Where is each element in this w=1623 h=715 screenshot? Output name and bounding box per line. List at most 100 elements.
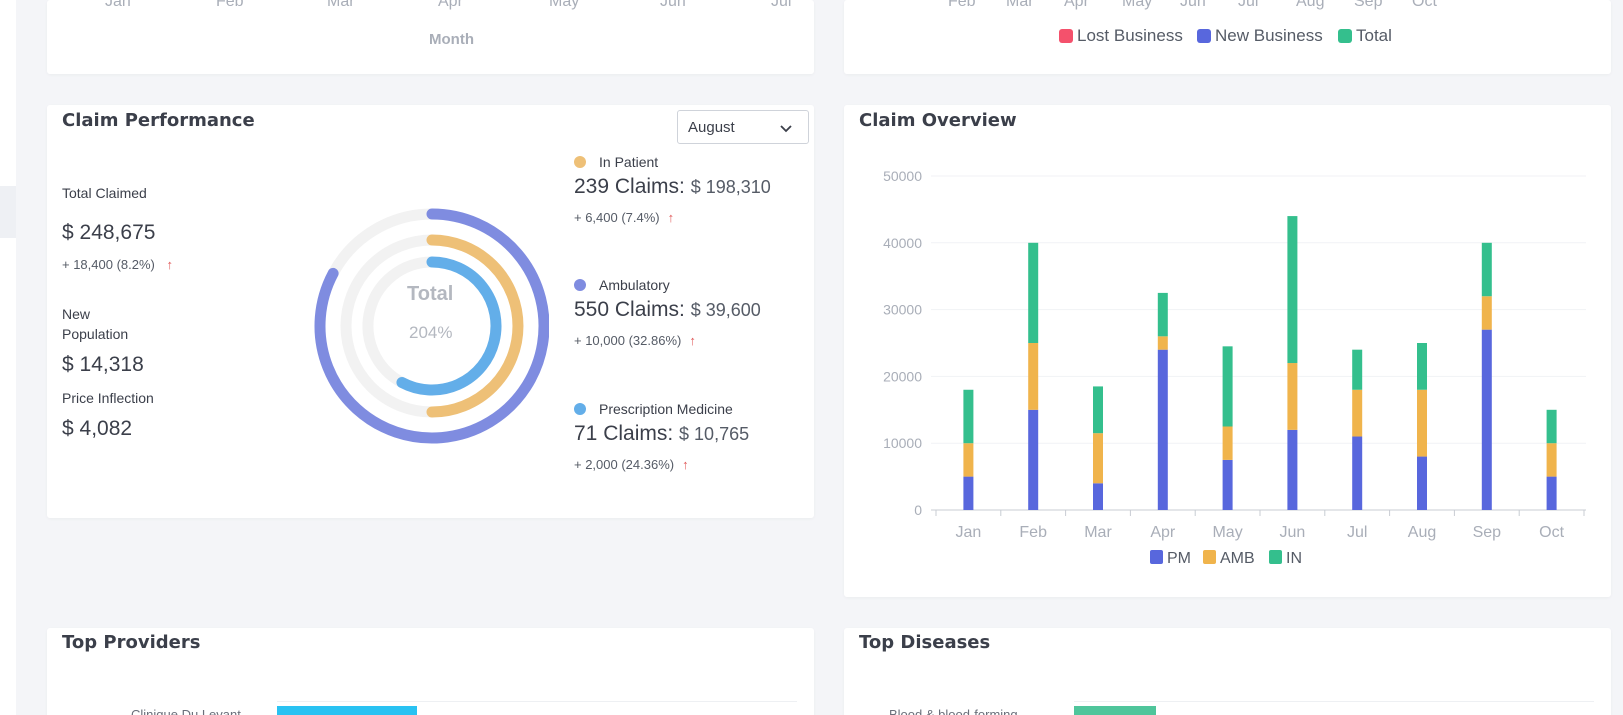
bar-amb-feb	[1028, 343, 1039, 410]
bar-pm-jan	[963, 476, 974, 510]
legend-label: IN	[1286, 550, 1302, 567]
bar-amb-aug	[1417, 389, 1427, 457]
x-tick-label: Mar	[1084, 524, 1112, 541]
y-tick-label: 10000	[883, 435, 922, 451]
item-change: + 2,000 (24.36%) ↑	[574, 457, 689, 472]
month-tick-label: Jun	[660, 0, 686, 10]
radial-progress-chart	[314, 208, 549, 444]
legend-label: Total	[1356, 26, 1392, 45]
bar-pm-aug	[1417, 456, 1427, 510]
chevron-down-icon	[780, 125, 792, 133]
month-tick-label: Jan	[105, 0, 131, 10]
item-claims-line: 550 Claims: $ 39,600	[574, 298, 761, 322]
bar-amb-may	[1222, 426, 1233, 460]
provider-label: Clinique Du Levant	[131, 707, 241, 715]
legend-total[interactable]: Total	[1338, 26, 1392, 46]
claim-overview-chart: 0 10000 20000 30000 40000 50000 Jan Feb Mar Apr Ma…	[883, 168, 1586, 567]
item-claims-line: 71 Claims: $ 10,765	[574, 422, 749, 446]
bar-in-feb	[1028, 242, 1039, 343]
bar-pm-jul	[1352, 436, 1363, 510]
y-tick-label: 50000	[883, 168, 922, 184]
sidebar-active-item[interactable]	[0, 186, 16, 238]
arrow-up-icon: ↑	[667, 210, 675, 225]
month-tick-label: May	[1122, 0, 1153, 10]
bar-in-may	[1222, 346, 1233, 427]
legend-label: AMB	[1220, 550, 1255, 567]
bar-in-oct	[1546, 409, 1557, 444]
top-diseases-card: Top Diseases Blood & blood-forming	[844, 628, 1611, 715]
bar-pm-sep	[1481, 329, 1492, 510]
bar-amb-jan	[963, 443, 974, 477]
month-tick-label: Oct	[1412, 0, 1437, 10]
bar-pm-apr	[1157, 349, 1168, 510]
bar-in-aug	[1417, 343, 1427, 390]
month-tick-label: Mar	[1006, 0, 1034, 10]
month-tick-label: Mar	[327, 0, 355, 10]
item-amount: $ 198,310	[690, 177, 771, 197]
new-population-label: Population	[62, 326, 129, 342]
y-tick-label: 30000	[883, 302, 922, 318]
x-tick-label: May	[1212, 524, 1242, 541]
change-text: + 6,400 (7.4%)	[574, 210, 660, 225]
month-select-value: August	[688, 119, 735, 136]
legend-label: New Business	[1215, 26, 1323, 45]
arrow-up-icon: ↑	[689, 333, 696, 348]
legend-swatch	[1338, 29, 1352, 43]
top-providers-card: Top Providers Clinique Du Levant	[47, 628, 814, 715]
bar-amb-oct	[1546, 443, 1557, 477]
card-title: Top Diseases	[859, 632, 991, 653]
bar-pm-jun	[1287, 429, 1298, 510]
bar-pm-feb	[1028, 409, 1039, 510]
x-tick-label: Feb	[1019, 524, 1047, 541]
disease-bar	[1074, 706, 1156, 715]
x-tick-label: Oct	[1539, 524, 1564, 541]
arrow-up-icon: ↑	[682, 457, 689, 472]
ring-progress-2	[396, 256, 502, 396]
bar-amb-jun	[1287, 363, 1298, 430]
month-tick-label: Jul	[1238, 0, 1259, 10]
legend-swatch	[1203, 550, 1216, 564]
bar-pm-mar	[1093, 483, 1103, 510]
bar-in-mar	[1093, 386, 1103, 434]
legend-label: Lost Business	[1077, 26, 1183, 45]
price-inflection-value: $ 4,082	[62, 417, 133, 440]
bar-in-jun	[1287, 216, 1298, 364]
month-tick-label: Feb	[948, 0, 976, 10]
month-select[interactable]: August	[677, 110, 809, 144]
card-title: Claim Overview	[859, 110, 1017, 131]
item-name: Prescription Medicine	[599, 401, 733, 417]
ring-track	[362, 256, 438, 389]
total-claimed-change: + 18,400 (8.2%) ↑	[62, 257, 173, 272]
bar-amb-sep	[1481, 296, 1492, 330]
item-change: + 6,400 (7.4%) ↑	[574, 210, 674, 225]
ring-progress-1	[426, 234, 524, 418]
bar-amb-mar	[1093, 433, 1103, 484]
x-tick-label: Aug	[1408, 524, 1436, 541]
bar-amb-jul	[1352, 389, 1363, 437]
business-chart-card: Feb Mar Apr May Jun Jul Aug Sep Oct Lost Busines…	[844, 0, 1611, 74]
disease-label: Blood & blood-forming	[889, 707, 1018, 715]
month-tick-label: Sep	[1354, 0, 1383, 10]
arrow-up-icon: ↑	[166, 257, 174, 272]
new-population-value: $ 14,318	[62, 353, 144, 376]
month-tick-label: Apr	[438, 0, 463, 10]
item-amount: $ 39,600	[690, 300, 761, 320]
donut-center-value: 204%	[409, 323, 453, 342]
change-text: + 18,400 (8.2%)	[62, 257, 155, 272]
bar-amb-apr	[1157, 336, 1168, 350]
ring-track	[340, 234, 438, 418]
month-tick-label: Aug	[1296, 0, 1325, 10]
legend-lost-business[interactable]: Lost Business	[1059, 26, 1183, 46]
y-tick-label: 20000	[883, 368, 922, 384]
item-change: + 10,000 (32.86%) ↑	[574, 333, 696, 348]
item-name: Ambulatory	[599, 277, 670, 293]
month-tick-label: Apr	[1064, 0, 1089, 10]
monthly-chart-card: Jan Feb Mar Apr May Jun Jul Month	[47, 0, 814, 74]
legend-label: PM	[1167, 550, 1191, 567]
claim-performance-card: Claim Performance Total Claimed $ 248,67…	[47, 105, 814, 518]
legend-new-business[interactable]: New Business	[1197, 26, 1323, 46]
bar-in-sep	[1481, 242, 1492, 297]
x-tick-label: Jul	[1347, 524, 1367, 541]
legend-swatch	[1197, 29, 1211, 43]
bar-in-jul	[1352, 349, 1363, 390]
